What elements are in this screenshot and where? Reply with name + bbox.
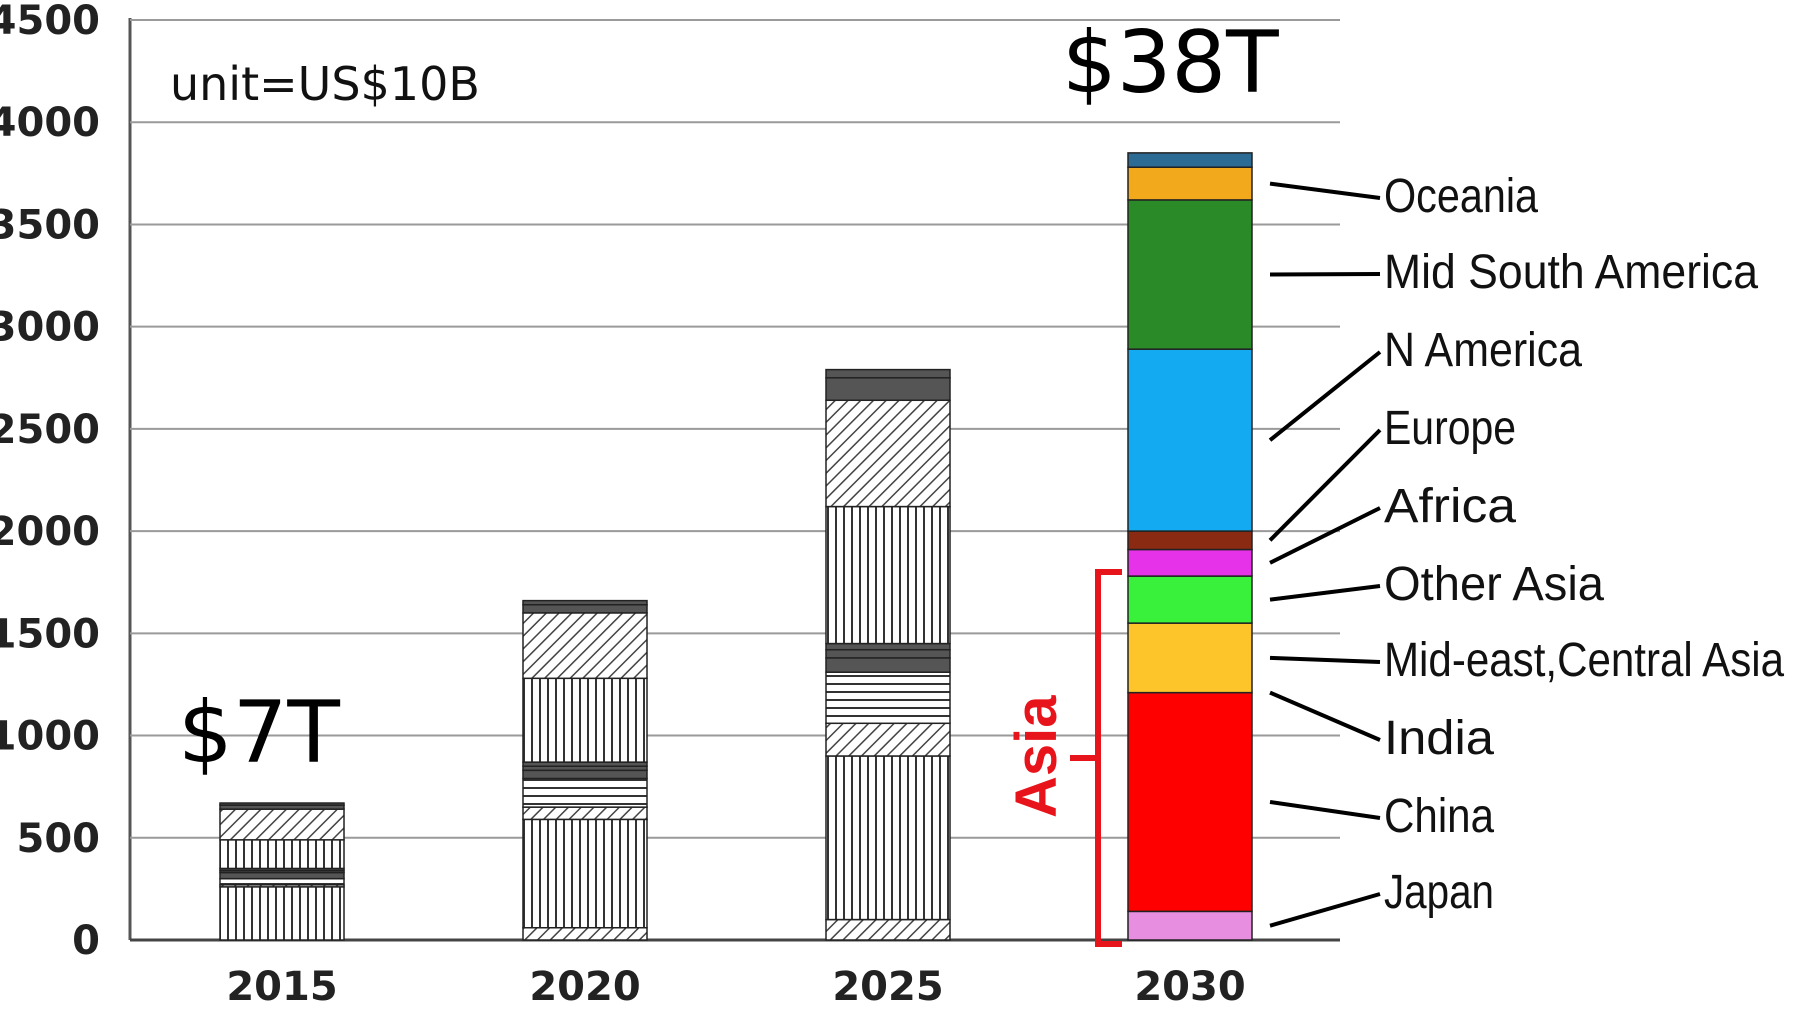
bar-segment-europe-2030 — [1127, 530, 1253, 551]
bar-segment-africa-2025 — [825, 648, 951, 659]
bar-segment-mid-south-america-2025 — [825, 399, 951, 508]
bar-segment-other-2020 — [522, 599, 648, 606]
bar-segment-other-2025 — [825, 368, 951, 379]
x-category-label: 2015 — [226, 964, 337, 1010]
legend-leader-line — [1269, 892, 1381, 928]
legend-label: N America — [1384, 324, 1582, 377]
bar-segment-other-asia-2030 — [1127, 575, 1253, 624]
bar-segment-mid-south-america-2030 — [1127, 199, 1253, 350]
y-tick-label: 2500 — [0, 407, 100, 453]
bar-segment-oceania-2030 — [1127, 166, 1253, 201]
y-tick-label: 500 — [17, 816, 101, 862]
y-tick-label: 4000 — [0, 100, 100, 146]
bar-segment-india-2025 — [825, 722, 951, 757]
bar-segment-n-america-2015 — [219, 839, 345, 870]
bar-stack-2015 — [219, 802, 345, 941]
y-tick-labels: 0 500 1000 1500 2000 2500 3000 3500 4000 4500 — [0, 0, 100, 964]
x-category-labels: 2015 2020 2025 2030 — [226, 964, 1245, 1010]
bar-stacks — [219, 152, 1253, 941]
bar-segment-africa-2030 — [1127, 548, 1253, 577]
legend-leader-line — [1269, 181, 1381, 200]
bar-stack-2020 — [522, 599, 648, 941]
legend-leader-line — [1269, 690, 1381, 742]
legend-label: Other Asia — [1384, 558, 1604, 611]
legend-label: Europe — [1384, 402, 1516, 455]
legend-leader-line — [1269, 506, 1381, 565]
legend-label: India — [1384, 712, 1494, 765]
y-tick-label: 0 — [72, 918, 100, 964]
y-tick-label: 3500 — [0, 202, 100, 248]
bar-segment-china-2015 — [219, 886, 345, 941]
bar-segment-china-2025 — [825, 755, 951, 921]
legend-leader-line — [1269, 584, 1381, 602]
legend-label: Oceania — [1384, 170, 1538, 223]
bar-segment-oceania-2020 — [522, 603, 648, 614]
bar-segment-mid-east-central-asia-2015 — [219, 877, 345, 886]
y-tick-label: 4500 — [0, 0, 100, 44]
legend-label: China — [1384, 790, 1494, 843]
legend-leader-line — [1269, 655, 1381, 664]
bar-segment-india-2020 — [522, 806, 648, 821]
x-category-label: 2030 — [1134, 964, 1245, 1010]
asia-bracket-label: Asia — [1004, 695, 1069, 818]
bar-segment-europe-2025 — [825, 642, 951, 651]
asia-bracket — [1070, 569, 1122, 947]
bar-segment-other-asia-2025 — [825, 657, 951, 673]
bar-segment-mid-east-central-asia-2020 — [522, 777, 648, 808]
legend-label: Mid-east,Central Asia — [1384, 634, 1784, 687]
bar-segment-japan-2025 — [825, 918, 951, 941]
bar-segment-n-america-2030 — [1127, 348, 1253, 532]
bar-segment-mid-south-america-2020 — [522, 612, 648, 680]
legend-leader-line — [1268, 428, 1382, 542]
legend-leader-line — [1269, 272, 1381, 277]
bar-stack-2030 — [1127, 152, 1253, 941]
bar-segment-other-2030 — [1127, 152, 1253, 168]
total-label-2030: $38T — [1062, 13, 1279, 113]
y-tick-label: 1500 — [0, 611, 100, 657]
legend-label: Japan — [1384, 866, 1494, 919]
bar-segment-mid-south-america-2015 — [219, 808, 345, 841]
total-label-2015: $7T — [178, 683, 340, 783]
legend-leader-line — [1269, 800, 1381, 820]
bar-segment-other-2015 — [219, 802, 345, 806]
bar-stack-2025 — [825, 368, 951, 941]
bar-segment-china-2020 — [522, 818, 648, 929]
legend-label: Africa — [1384, 480, 1516, 533]
bar-segment-japan-2030 — [1127, 910, 1253, 941]
legend-labels: Oceania Mid South America N America Europe A… — [1268, 170, 1784, 928]
bar-segment-n-america-2020 — [522, 677, 648, 763]
bar-segment-mid-east-central-asia-2025 — [825, 671, 951, 725]
bar-segment-mid-east-central-asia-2030 — [1127, 622, 1253, 694]
unit-label: unit=US$10B — [170, 57, 480, 111]
legend-leader-line — [1268, 350, 1382, 442]
x-category-label: 2020 — [529, 964, 640, 1010]
bar-segment-japan-2020 — [522, 926, 648, 941]
bar-segment-oceania-2025 — [825, 377, 951, 402]
bar-segment-other-asia-2015 — [219, 871, 345, 880]
y-tick-label: 2000 — [0, 509, 100, 555]
bar-segment-china-2030 — [1127, 691, 1253, 913]
bar-segment-other-asia-2020 — [522, 769, 648, 780]
bar-segment-n-america-2025 — [825, 505, 951, 645]
x-category-label: 2025 — [832, 964, 943, 1010]
legend-label: Mid South America — [1384, 246, 1758, 299]
y-tick-label: 1000 — [0, 714, 100, 760]
y-tick-label: 3000 — [0, 305, 100, 351]
